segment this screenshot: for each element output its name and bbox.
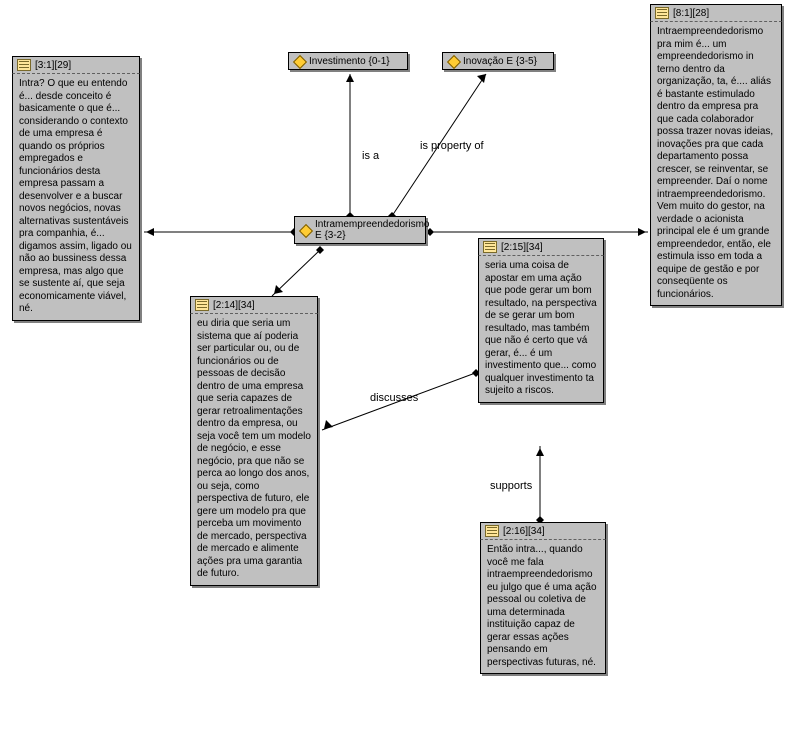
note-icon (655, 7, 669, 19)
code-node-intraempreendedorismo[interactable]: Intramempreendedorismo E {3-2} (294, 216, 426, 244)
node-body: Intraempreendedorismo pra mim é... um em… (650, 21, 782, 306)
node-header: [8:1][28] (650, 4, 782, 22)
node-label: Intramempreendedorismo E {3-2} (315, 219, 430, 241)
note-icon (485, 525, 499, 537)
quotation-node-3-1[interactable]: [3:1][29] Intra? O que eu entendo é... d… (12, 56, 140, 321)
node-label: Inovação E {3-5} (463, 56, 537, 67)
node-ref: [2:15][34] (501, 242, 543, 253)
quotation-node-2-14[interactable]: [2:14][34] eu diria que seria um sistema… (190, 296, 318, 586)
edge-label-supports: supports (490, 480, 532, 492)
node-body: eu diria que seria um sistema que aí pod… (190, 313, 318, 586)
edge-label-discusses: discusses (370, 392, 418, 404)
edge-label-is-property-of: is property of (420, 140, 484, 152)
node-header: Intramempreendedorismo E {3-2} (294, 216, 426, 244)
quotation-node-8-1[interactable]: [8:1][28] Intraempreendedorismo pra mim … (650, 4, 782, 306)
code-node-inovacao[interactable]: Inovação E {3-5} (442, 52, 554, 70)
node-ref: [8:1][28] (673, 8, 709, 19)
node-label: Investimento {0-1} (309, 56, 390, 67)
node-header: [3:1][29] (12, 56, 140, 74)
quotation-node-2-16[interactable]: [2:16][34] Então intra..., quando você m… (480, 522, 606, 674)
node-body: Então intra..., quando você me fala intr… (480, 539, 606, 674)
node-header: [2:16][34] (480, 522, 606, 540)
note-icon (483, 241, 497, 253)
note-icon (17, 59, 31, 71)
note-icon (195, 299, 209, 311)
node-header: [2:14][34] (190, 296, 318, 314)
node-header: [2:15][34] (478, 238, 604, 256)
node-ref: [2:16][34] (503, 526, 545, 537)
node-header: Investimento {0-1} (288, 52, 408, 70)
edge-label-is-a: is a (362, 150, 379, 162)
code-node-investimento[interactable]: Investimento {0-1} (288, 52, 408, 70)
node-ref: [2:14][34] (213, 300, 255, 311)
diamond-icon (293, 55, 305, 67)
node-body: Intra? O que eu entendo é... desde conce… (12, 73, 140, 321)
quotation-node-2-15[interactable]: [2:15][34] seria uma coisa de apostar em… (478, 238, 604, 403)
diagram-canvas: [3:1][29] Intra? O que eu entendo é... d… (0, 0, 796, 748)
node-body: seria uma coisa de apostar em uma ação q… (478, 255, 604, 403)
node-header: Inovação E {3-5} (442, 52, 554, 70)
diamond-icon (447, 55, 459, 67)
node-ref: [3:1][29] (35, 60, 71, 71)
diamond-icon (299, 224, 311, 236)
